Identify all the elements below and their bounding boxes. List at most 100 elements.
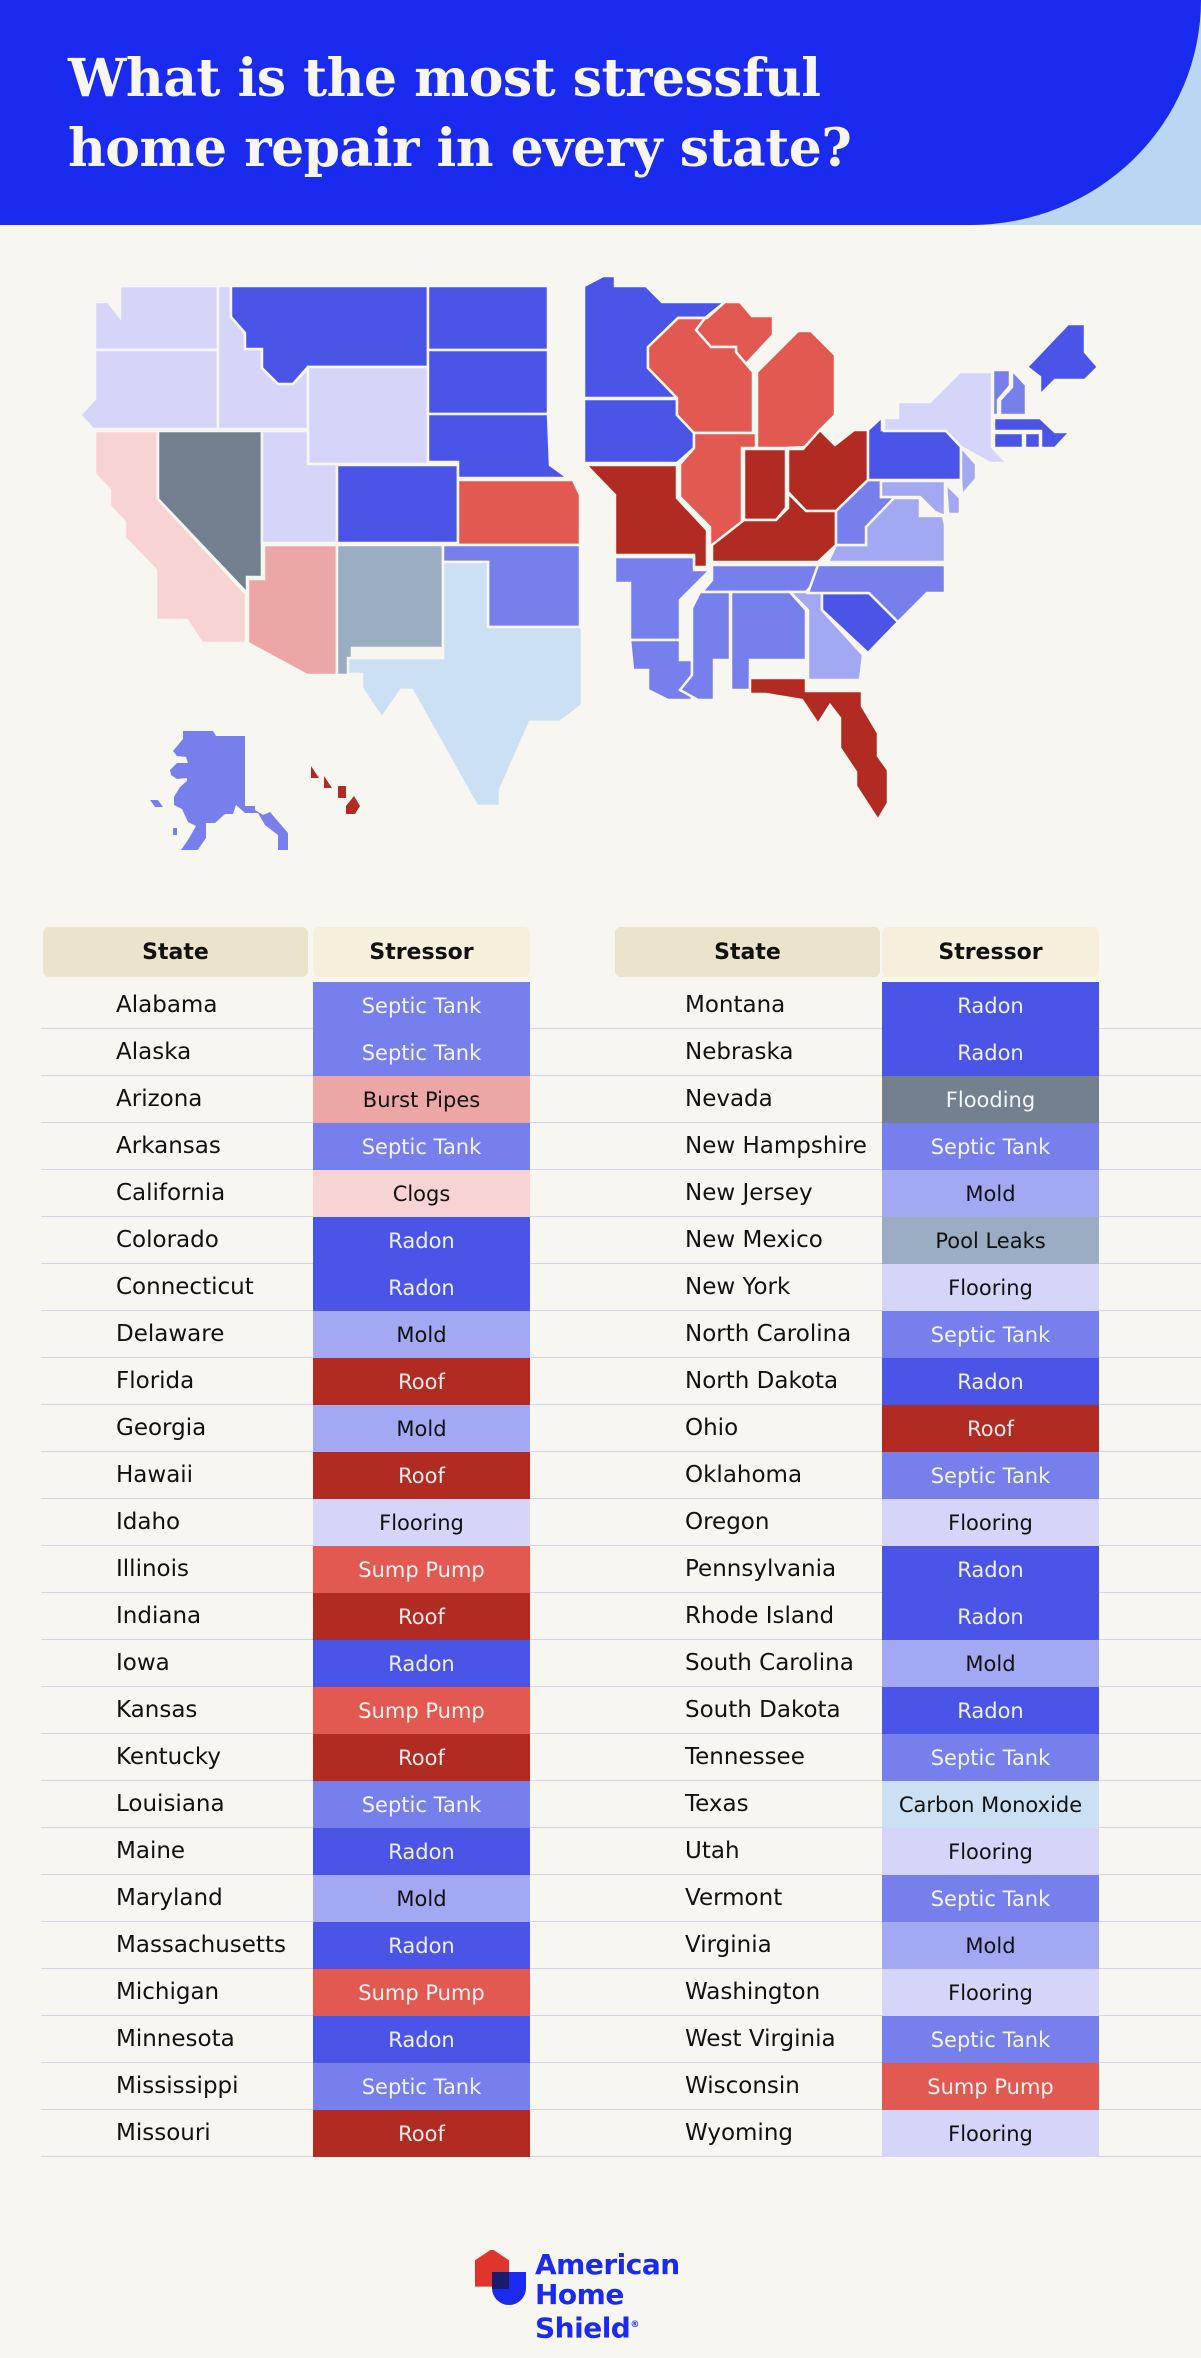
stressor-cell: Roof (313, 1734, 530, 1781)
state-alabama (729, 590, 808, 692)
stressor-cell: Carbon Monoxide (882, 1781, 1099, 1828)
state-colorado (335, 463, 460, 545)
state-indiana (742, 447, 788, 522)
state-name: Hawaii (116, 1462, 194, 1488)
stressor-cell: Clogs (313, 1170, 530, 1217)
stressor-cell: Roof (313, 1593, 530, 1640)
state-new-york (882, 370, 1010, 465)
state-washington (93, 284, 220, 352)
state-name: West Virginia (685, 2026, 836, 2052)
header-stressor: Stressor (882, 927, 1099, 977)
state-name: Louisiana (116, 1791, 225, 1817)
stressor-cell: Sump Pump (313, 1546, 530, 1593)
logo-line-2: Home Shield (535, 2278, 631, 2345)
table-row: Rhode Island Radon (613, 1593, 1178, 1640)
state-name: Ohio (685, 1415, 739, 1441)
state-kansas (456, 478, 582, 547)
stressor-cell: Pool Leaks (882, 1217, 1099, 1264)
state-name: South Dakota (685, 1697, 841, 1723)
state-south-dakota (426, 348, 550, 416)
stressor-cell: Septic Tank (882, 2016, 1099, 2063)
stressor-cell: Radon (882, 1358, 1099, 1405)
state-name: Wisconsin (685, 2073, 800, 2099)
stressor-cell: Septic Tank (882, 1875, 1099, 1922)
stressor-cell: Radon (313, 1922, 530, 1969)
state-name: Maine (116, 1838, 186, 1864)
stressor-cell: Roof (313, 1452, 530, 1499)
state-new-mexico (335, 543, 445, 677)
state-connecticut (992, 431, 1025, 450)
state-name: Michigan (116, 1979, 220, 2005)
table-row: Vermont Septic Tank (613, 1875, 1178, 1922)
state-name: Illinois (116, 1556, 189, 1582)
logo-line-1: American (535, 2248, 680, 2281)
table-row: Massachusetts Radon (41, 1922, 1201, 1969)
table-row: Mississippi Septic Tank (41, 2063, 1201, 2110)
state-name: Pennsylvania (685, 1556, 837, 1582)
table-row: Maine Radon (41, 1828, 1201, 1875)
table-row: Washington Flooring (613, 1969, 1178, 2016)
state-name: Maryland (116, 1885, 223, 1911)
table-row: New Mexico Pool Leaks (613, 1217, 1178, 1264)
state-name: Missouri (116, 2120, 211, 2146)
stressor-cell: Mold (882, 1922, 1099, 1969)
header-blue-panel (0, 0, 1201, 225)
table-row: North Dakota Radon (613, 1358, 1178, 1405)
state-wyoming (306, 365, 430, 466)
table-row: Oklahoma Septic Tank (613, 1452, 1178, 1499)
state-name: California (116, 1180, 226, 1206)
header-state: State (615, 927, 880, 977)
state-wisconsin-main (646, 316, 755, 435)
stressor-cell: Sump Pump (882, 2063, 1099, 2110)
table-row: Colorado Radon (41, 1217, 1201, 1264)
house-shield-icon (475, 2250, 526, 2305)
table-row: Pennsylvania Radon (613, 1546, 1178, 1593)
state-name: Kentucky (116, 1744, 222, 1770)
table-row: Texas Carbon Monoxide (613, 1781, 1178, 1828)
page-title: What is the most stressful home repair i… (68, 44, 852, 184)
stressor-cell: Septic Tank (882, 1311, 1099, 1358)
stressor-cell: Radon (313, 1640, 530, 1687)
table-row: California Clogs (41, 1170, 1201, 1217)
state-name: Iowa (116, 1650, 170, 1676)
stressor-cell: Burst Pipes (313, 1076, 530, 1123)
state-name: Wyoming (685, 2120, 793, 2146)
state-texas (346, 560, 584, 808)
logo-text: American Home Shield® (535, 2250, 735, 2343)
stressor-cell: Septic Tank (313, 1781, 530, 1828)
stressor-cell: Roof (313, 1358, 530, 1405)
state-north-carolina (806, 563, 947, 624)
state-name: New Jersey (685, 1180, 813, 1206)
table-row: Georgia Mold (41, 1405, 1201, 1452)
state-maryland (879, 479, 947, 518)
state-name: Nebraska (685, 1039, 794, 1065)
state-name: Nevada (685, 1086, 773, 1112)
stressor-cell: Flooring (313, 1499, 530, 1546)
state-name: Georgia (116, 1415, 207, 1441)
stressor-cell: Flooding (882, 1076, 1099, 1123)
table-row: Michigan Sump Pump (41, 1969, 1201, 2016)
state-arkansas (613, 555, 714, 642)
table-row: New York Flooring (613, 1264, 1178, 1311)
state-name: Utah (685, 1838, 740, 1864)
table-row: Nevada Flooding (613, 1076, 1178, 1123)
state-name: Arkansas (116, 1133, 221, 1159)
state-name: New York (685, 1274, 791, 1300)
state-name: Oklahoma (685, 1462, 803, 1488)
state-name: North Carolina (685, 1321, 852, 1347)
stressor-cell: Flooring (882, 1499, 1099, 1546)
state-name: Mississippi (116, 2073, 239, 2099)
title-line-2: home repair in every state? (68, 118, 852, 179)
title-line-1: What is the most stressful (68, 48, 821, 109)
us-choropleth-map (78, 274, 1100, 850)
stressor-cell: Mold (313, 1405, 530, 1452)
state-delaware (944, 480, 962, 516)
stressor-cell: Mold (882, 1640, 1099, 1687)
table-row: New Jersey Mold (613, 1170, 1178, 1217)
table-row: Virginia Mold (613, 1922, 1178, 1969)
state-new-jersey (959, 443, 978, 499)
state-name: Florida (116, 1368, 195, 1394)
stressor-cell: Septic Tank (313, 2063, 530, 2110)
state-name: Oregon (685, 1509, 770, 1535)
state-louisiana (628, 638, 694, 702)
